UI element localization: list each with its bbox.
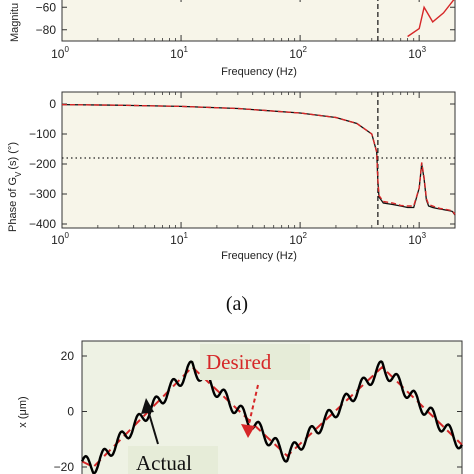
phase-y-tick-label: −300 (29, 187, 56, 201)
magnitude-x-tick-label: 102 (289, 45, 307, 61)
time-ticks: 20 0 −20 (54, 349, 462, 474)
time-panel: 20 0 −20 Desired Actual x (μm) (17, 340, 463, 474)
desired-label: Desired (206, 350, 272, 374)
phase-x-tick-label: 100 (51, 231, 69, 247)
magnitude-xlabel: Frequency (Hz) (221, 66, 297, 78)
magnitude-ylabel: Magnitu (9, 3, 21, 42)
phase-xlabel: Frequency (Hz) (221, 250, 297, 262)
phase-plot-area (61, 91, 456, 229)
time-y-tick-label: 0 (67, 405, 74, 419)
desired-trajectory-line (81, 365, 463, 469)
phase-x-tick-label: 102 (289, 231, 307, 247)
phase-model-line (61, 103, 456, 215)
magnitude-y-tick-label: −80 (36, 23, 57, 37)
phase-x-tick-label: 101 (170, 231, 188, 247)
magnitude-series-line (407, 0, 455, 38)
phase-panel: 100 101 102 103 0 −100 −200 −300 −400 Phase of G… (7, 91, 456, 262)
desired-label-bg (200, 344, 310, 380)
actual-label-bg (128, 446, 218, 474)
phase-y-tick-label: −400 (29, 217, 56, 231)
magnitude-x-tick-label: 103 (408, 45, 426, 61)
figure-caption: (a) (226, 293, 248, 315)
desired-arrowhead (241, 424, 255, 438)
actual-label: Actual (136, 451, 192, 474)
phase-y-tick-label: −100 (29, 127, 56, 141)
actual-arrowhead (141, 398, 154, 414)
magnitude-x-tick-label: 100 (51, 45, 69, 61)
magnitude-y-tick-label: −60 (36, 0, 57, 14)
magnitude-x-tick-label: 101 (170, 45, 188, 61)
magnitude-panel: 100 101 102 103 −60 −80 Magnitu Frequency (Hz… (9, 0, 456, 78)
actual-arrow (147, 409, 159, 445)
phase-y-tick-label: −200 (29, 157, 56, 171)
time-ylabel: x (μm) (17, 396, 29, 427)
time-y-tick-label: −20 (54, 460, 75, 474)
magnitude-plot-area (61, 0, 456, 42)
time-y-tick-label: 20 (61, 349, 75, 363)
phase-x-tick-label: 103 (408, 231, 426, 247)
phase-ticks: 100 101 102 103 0 −100 −200 −300 −400 (29, 92, 456, 247)
desired-arrow (247, 384, 259, 429)
phase-ylabel: Phase of GV(s) (°) (7, 142, 23, 232)
actual-trajectory-line (80, 360, 463, 474)
magnitude-ticks: 100 101 102 103 −60 −80 (36, 0, 456, 61)
phase-y-tick-label: 0 (49, 97, 56, 111)
